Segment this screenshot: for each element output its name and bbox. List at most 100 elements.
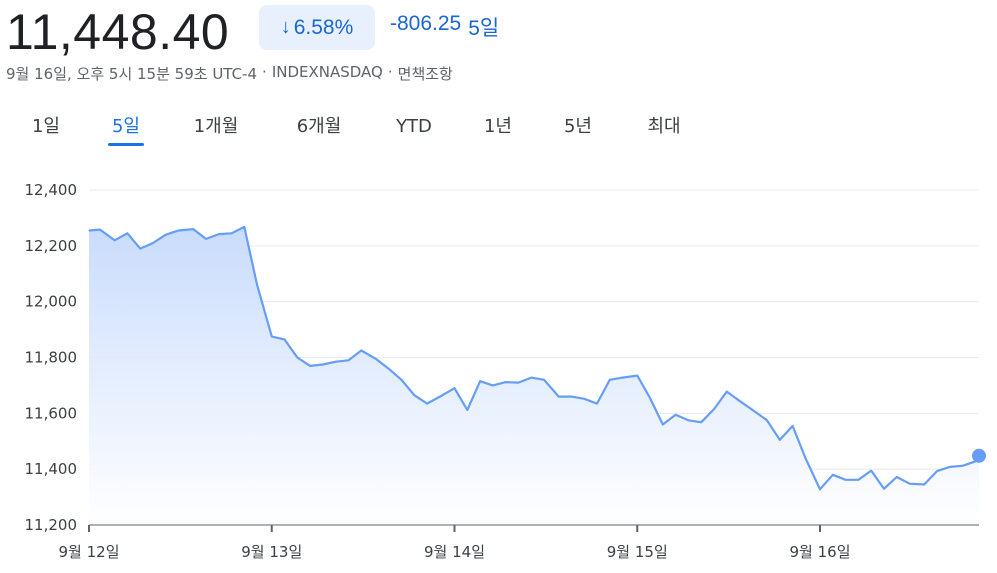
data-point: [165, 234, 167, 236]
data-point: [530, 377, 532, 379]
y-tick-label: 11,400: [25, 460, 78, 478]
price-chart[interactable]: 12,400 12,200 12,000 11,800 11,600 11,400 11,2…: [0, 160, 997, 573]
data-point: [99, 229, 101, 231]
data-point: [335, 361, 337, 363]
data-point: [439, 396, 441, 398]
data-point: [479, 380, 481, 382]
data-point: [726, 391, 728, 393]
data-point: [845, 479, 847, 481]
data-point: [779, 439, 781, 441]
tab-1y[interactable]: 1년: [483, 116, 512, 137]
tab-ytd[interactable]: YTD: [396, 116, 432, 137]
data-point: [283, 338, 286, 340]
data-point: [609, 379, 611, 381]
data-point: [400, 379, 403, 381]
data-point: [740, 401, 743, 403]
data-point: [804, 457, 807, 459]
data-point: [896, 476, 898, 478]
data-point: [426, 403, 428, 405]
data-point: [243, 226, 245, 228]
data-point: [413, 394, 415, 396]
data-point: [543, 379, 545, 381]
data-point: [205, 238, 207, 240]
change-period: 5일: [468, 17, 500, 40]
y-tick-label: 11,800: [25, 349, 78, 367]
data-point: [870, 470, 872, 472]
y-axis-labels: 12,400 12,200 12,000 11,800 11,600 11,400 11,2…: [25, 181, 78, 534]
data-point: [375, 358, 377, 360]
x-axis-labels: 9월 12일 9월 13일 9월 14일 9월 15일 9월 16일: [59, 525, 851, 561]
tab-6m[interactable]: 6개월: [296, 116, 342, 137]
x-tick-label: 9월 14일: [424, 543, 485, 561]
percent-change-value: 6.58%: [293, 15, 354, 39]
data-point: [792, 425, 794, 427]
y-tick-label: 12,200: [25, 237, 78, 255]
price-line: [88, 225, 980, 491]
data-point: [596, 403, 598, 405]
data-point: [662, 423, 664, 426]
y-tick-label: 11,600: [25, 404, 78, 422]
tab-5d[interactable]: 5일: [108, 112, 144, 146]
y-tick-label: 12,400: [25, 181, 78, 199]
data-point: [218, 233, 220, 235]
x-tick-label: 9월 15일: [607, 543, 668, 561]
data-point: [687, 419, 690, 421]
data-point: [753, 410, 755, 412]
data-point: [622, 377, 624, 379]
data-point: [832, 474, 834, 476]
tab-1m[interactable]: 1개월: [193, 116, 239, 137]
data-point: [558, 396, 560, 398]
tab-5y[interactable]: 5년: [563, 116, 592, 137]
data-point: [517, 382, 520, 384]
x-tick-label: 9월 13일: [241, 543, 302, 561]
data-point: [466, 409, 468, 411]
tab-1d[interactable]: 1일: [31, 116, 60, 137]
data-point: [636, 375, 638, 377]
disclaimer-link[interactable]: 면책조항: [397, 65, 453, 83]
data-point: [388, 368, 390, 370]
data-point: [936, 470, 938, 472]
y-tick-label: 11,200: [25, 516, 78, 534]
absolute-change: -806.25 5일: [390, 12, 499, 42]
data-point: [962, 465, 964, 467]
data-point: [88, 229, 90, 232]
arrow-down-icon: ↓: [280, 16, 291, 38]
absolute-change-value: -806.25: [390, 12, 462, 35]
meta-separator: ·: [387, 63, 393, 81]
data-point: [256, 284, 258, 286]
x-tick-label: 9월 16일: [790, 543, 851, 561]
data-point: [309, 365, 311, 367]
exchange-label: INDEXNASDAQ: [271, 63, 383, 81]
data-point: [322, 363, 324, 366]
data-point: [675, 414, 677, 416]
range-tabs: 1일 5일 1개월 6개월 YTD 1년 5년 최대: [0, 112, 997, 148]
data-point: [713, 408, 715, 410]
percent-change-badge: ↓ 6.58%: [259, 5, 375, 50]
data-point: [583, 398, 585, 400]
data-point: [766, 419, 768, 421]
y-tick-label: 12,000: [25, 293, 78, 311]
data-point: [177, 229, 180, 232]
quote-timestamp: 9월 16일, 오후 5시 15분 59초 UTC-4: [6, 65, 258, 83]
tab-max[interactable]: 최대: [647, 116, 681, 137]
quote-meta: 9월 16일, 오후 5시 15분 59초 UTC-4 · INDEXNASDA…: [6, 63, 453, 84]
data-point: [505, 381, 507, 383]
data-point: [271, 336, 273, 338]
data-point: [230, 232, 233, 234]
data-point: [296, 356, 298, 359]
data-point: [152, 242, 154, 244]
meta-separator: ·: [262, 63, 267, 81]
data-point: [700, 421, 702, 423]
x-tick-label: 9월 12일: [59, 543, 120, 561]
price-area-fill: [89, 226, 979, 525]
data-point: [347, 359, 350, 361]
data-point: [114, 239, 116, 241]
data-point: [883, 488, 885, 490]
data-point: [819, 488, 821, 490]
data-point: [857, 479, 860, 481]
data-point: [649, 397, 651, 399]
data-point: [923, 483, 925, 486]
current-price: 11,448.40: [6, 4, 230, 60]
data-point: [453, 387, 456, 389]
current-price-dot: [972, 448, 986, 463]
